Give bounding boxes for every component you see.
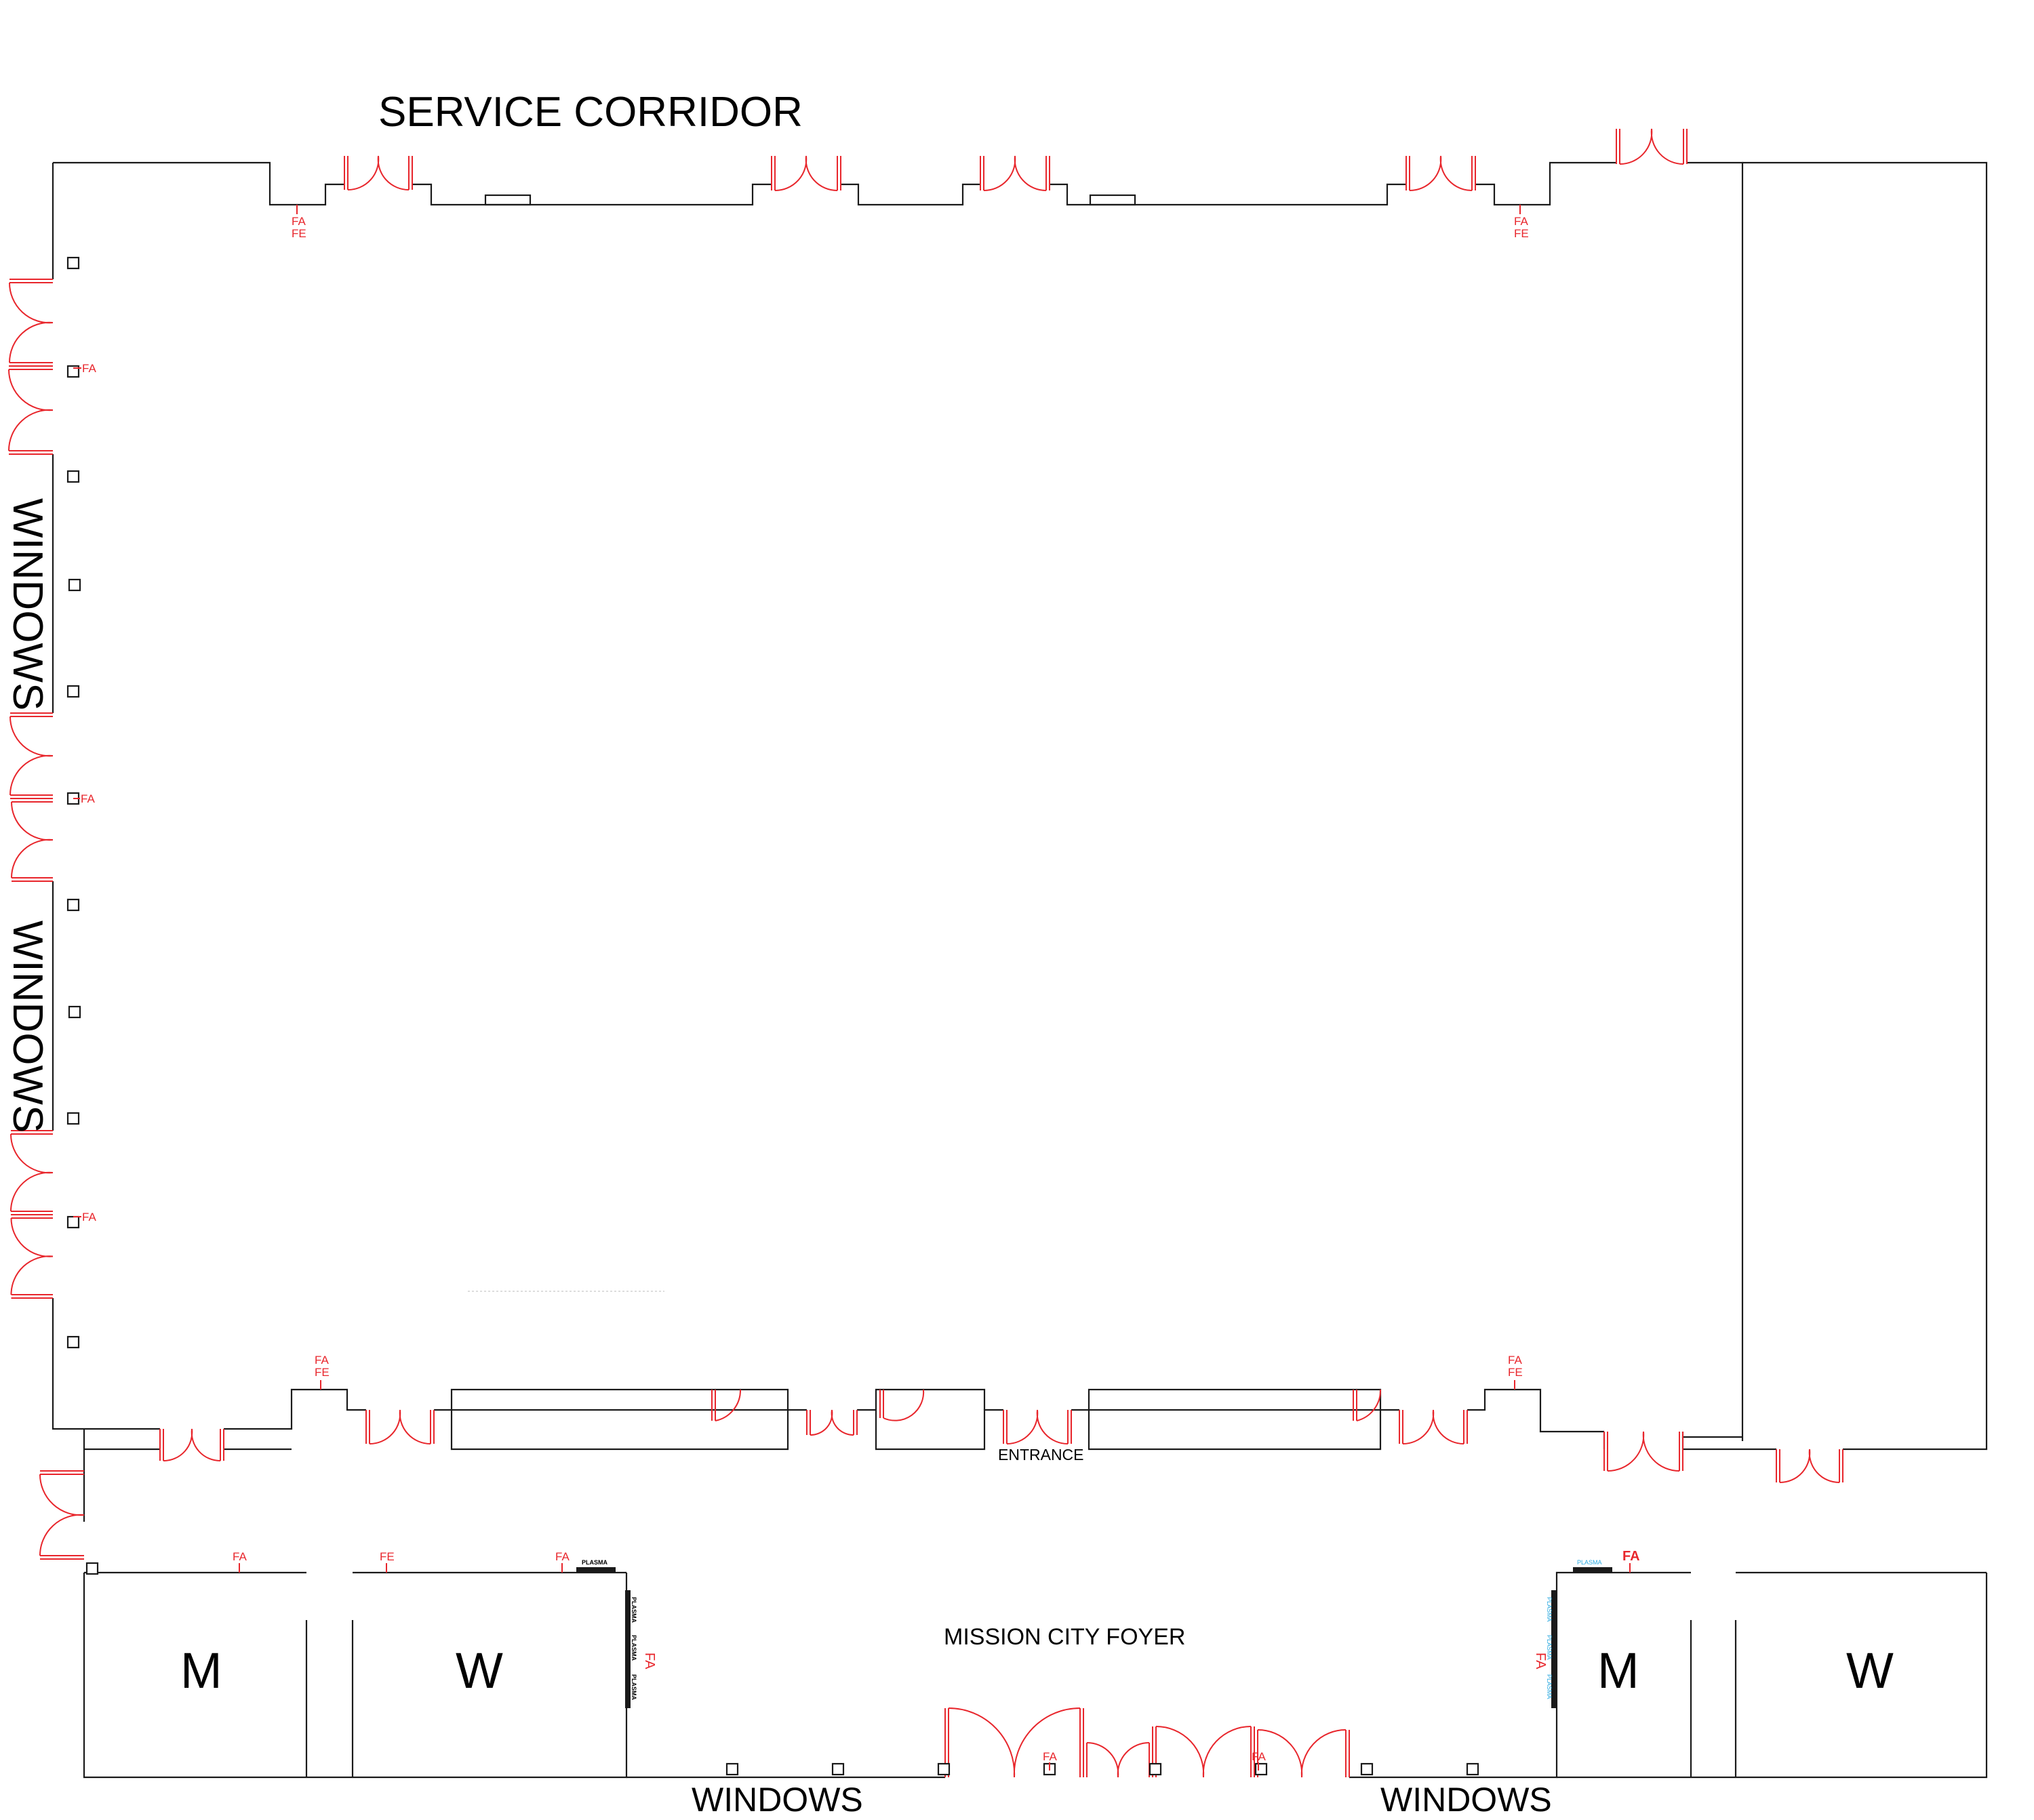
plasma-screens: PLASMA PLASMA PLASMA PLASMA PLASMA PLASM… [576, 1559, 1612, 1708]
double-door [10, 1214, 54, 1299]
plasma-label-side-4: PLASMA [1546, 1597, 1553, 1622]
double-door [1254, 1728, 1350, 1778]
column [68, 578, 81, 592]
fa-marker: FA [1508, 1354, 1522, 1367]
double-door [1405, 155, 1476, 192]
restroom-w-right: W [1846, 1642, 1894, 1699]
fa-marker: FA [315, 1354, 329, 1367]
double-door [771, 155, 841, 192]
double-door [1776, 1449, 1843, 1484]
restroom-m-right: M [1597, 1642, 1639, 1699]
fa-marker: FA [1533, 1653, 1548, 1670]
ballroom-walls [52, 161, 1988, 1471]
single-door [711, 1389, 742, 1421]
fe-marker: FE [1514, 227, 1529, 240]
foyer-label: MISSION CITY FOYER [944, 1624, 1185, 1650]
foyer-walls [83, 1471, 1988, 1779]
fa-marker: FA [1043, 1750, 1057, 1763]
column [68, 1005, 81, 1019]
entrance-label: ENTRANCE [998, 1446, 1084, 1463]
column [1360, 1762, 1374, 1776]
fe-marker: FE [315, 1366, 330, 1379]
double-door [344, 155, 413, 191]
plasma-label-side-6: PLASMA [1546, 1674, 1553, 1699]
fa-marker: FA [555, 1550, 570, 1563]
columns [66, 256, 1479, 1776]
fa-marker: FA [1252, 1750, 1266, 1763]
double-door [806, 1409, 858, 1436]
column [66, 898, 80, 912]
service-corridor-label: SERVICE CORRIDOR [378, 89, 803, 136]
fa-marker: FA [1622, 1549, 1640, 1564]
double-door [980, 155, 1050, 192]
column [66, 256, 80, 270]
fa-marker: FA [1514, 215, 1528, 228]
plasma-label-side-3: PLASMA [631, 1674, 637, 1701]
column [1254, 1762, 1268, 1776]
plasma-label-top-left: PLASMA [582, 1559, 608, 1566]
double-door [159, 1428, 224, 1462]
fa-marker: FA [82, 1211, 96, 1224]
column [66, 685, 80, 698]
fa-marker: FA [233, 1550, 247, 1563]
labels: SERVICE CORRIDOR WINDOWS WINDOWS ENTRANC… [4, 89, 1894, 1819]
fa-marker: FA [642, 1653, 657, 1670]
fire-markers: FA FE FA FE FA FA FA FA FE FA FE FA FE F… [73, 205, 1640, 1771]
double-door [365, 1409, 435, 1445]
fe-marker: FE [1508, 1366, 1523, 1379]
windows-label-bottom-right: WINDOWS [1380, 1781, 1552, 1819]
double-door [9, 1130, 54, 1215]
doors [7, 128, 1843, 1778]
double-door [8, 279, 54, 367]
column [66, 1112, 80, 1125]
double-door [39, 1470, 85, 1560]
windows-label-bottom-left: WINDOWS [692, 1781, 863, 1819]
plasma-label-side-2: PLASMA [631, 1635, 637, 1661]
plasma-label-top-right: PLASMA [1577, 1559, 1602, 1566]
double-door [10, 798, 54, 882]
double-door [944, 1707, 1084, 1778]
column [66, 470, 80, 483]
double-door [1083, 1741, 1153, 1778]
column [725, 1762, 739, 1776]
double-door [1003, 1409, 1072, 1445]
fa-marker: FA [81, 792, 95, 805]
double-door [1603, 1431, 1683, 1472]
fa-marker: FA [292, 215, 306, 228]
double-door [1399, 1409, 1468, 1445]
column [66, 1215, 80, 1229]
column [937, 1762, 951, 1776]
column [1149, 1762, 1162, 1776]
single-door [879, 1389, 925, 1421]
column [831, 1762, 845, 1776]
windows-label-left-lower: WINDOWS [4, 921, 51, 1133]
restroom-w-left: W [456, 1642, 503, 1699]
single-door [1353, 1389, 1382, 1421]
plasma-label-side-1: PLASMA [631, 1597, 637, 1623]
double-door [1152, 1725, 1255, 1778]
restroom-m-left: M [180, 1642, 222, 1699]
column [66, 1335, 80, 1349]
double-door [9, 712, 54, 799]
fe-marker: FE [292, 227, 306, 240]
plasma-label-side-5: PLASMA [1546, 1635, 1553, 1660]
windows-label-left-upper: WINDOWS [4, 498, 51, 710]
fe-marker: FE [380, 1550, 395, 1563]
column [1466, 1762, 1479, 1776]
double-door [1616, 128, 1688, 165]
column [85, 1562, 99, 1575]
fa-marker: FA [82, 362, 96, 375]
double-door [7, 365, 54, 455]
